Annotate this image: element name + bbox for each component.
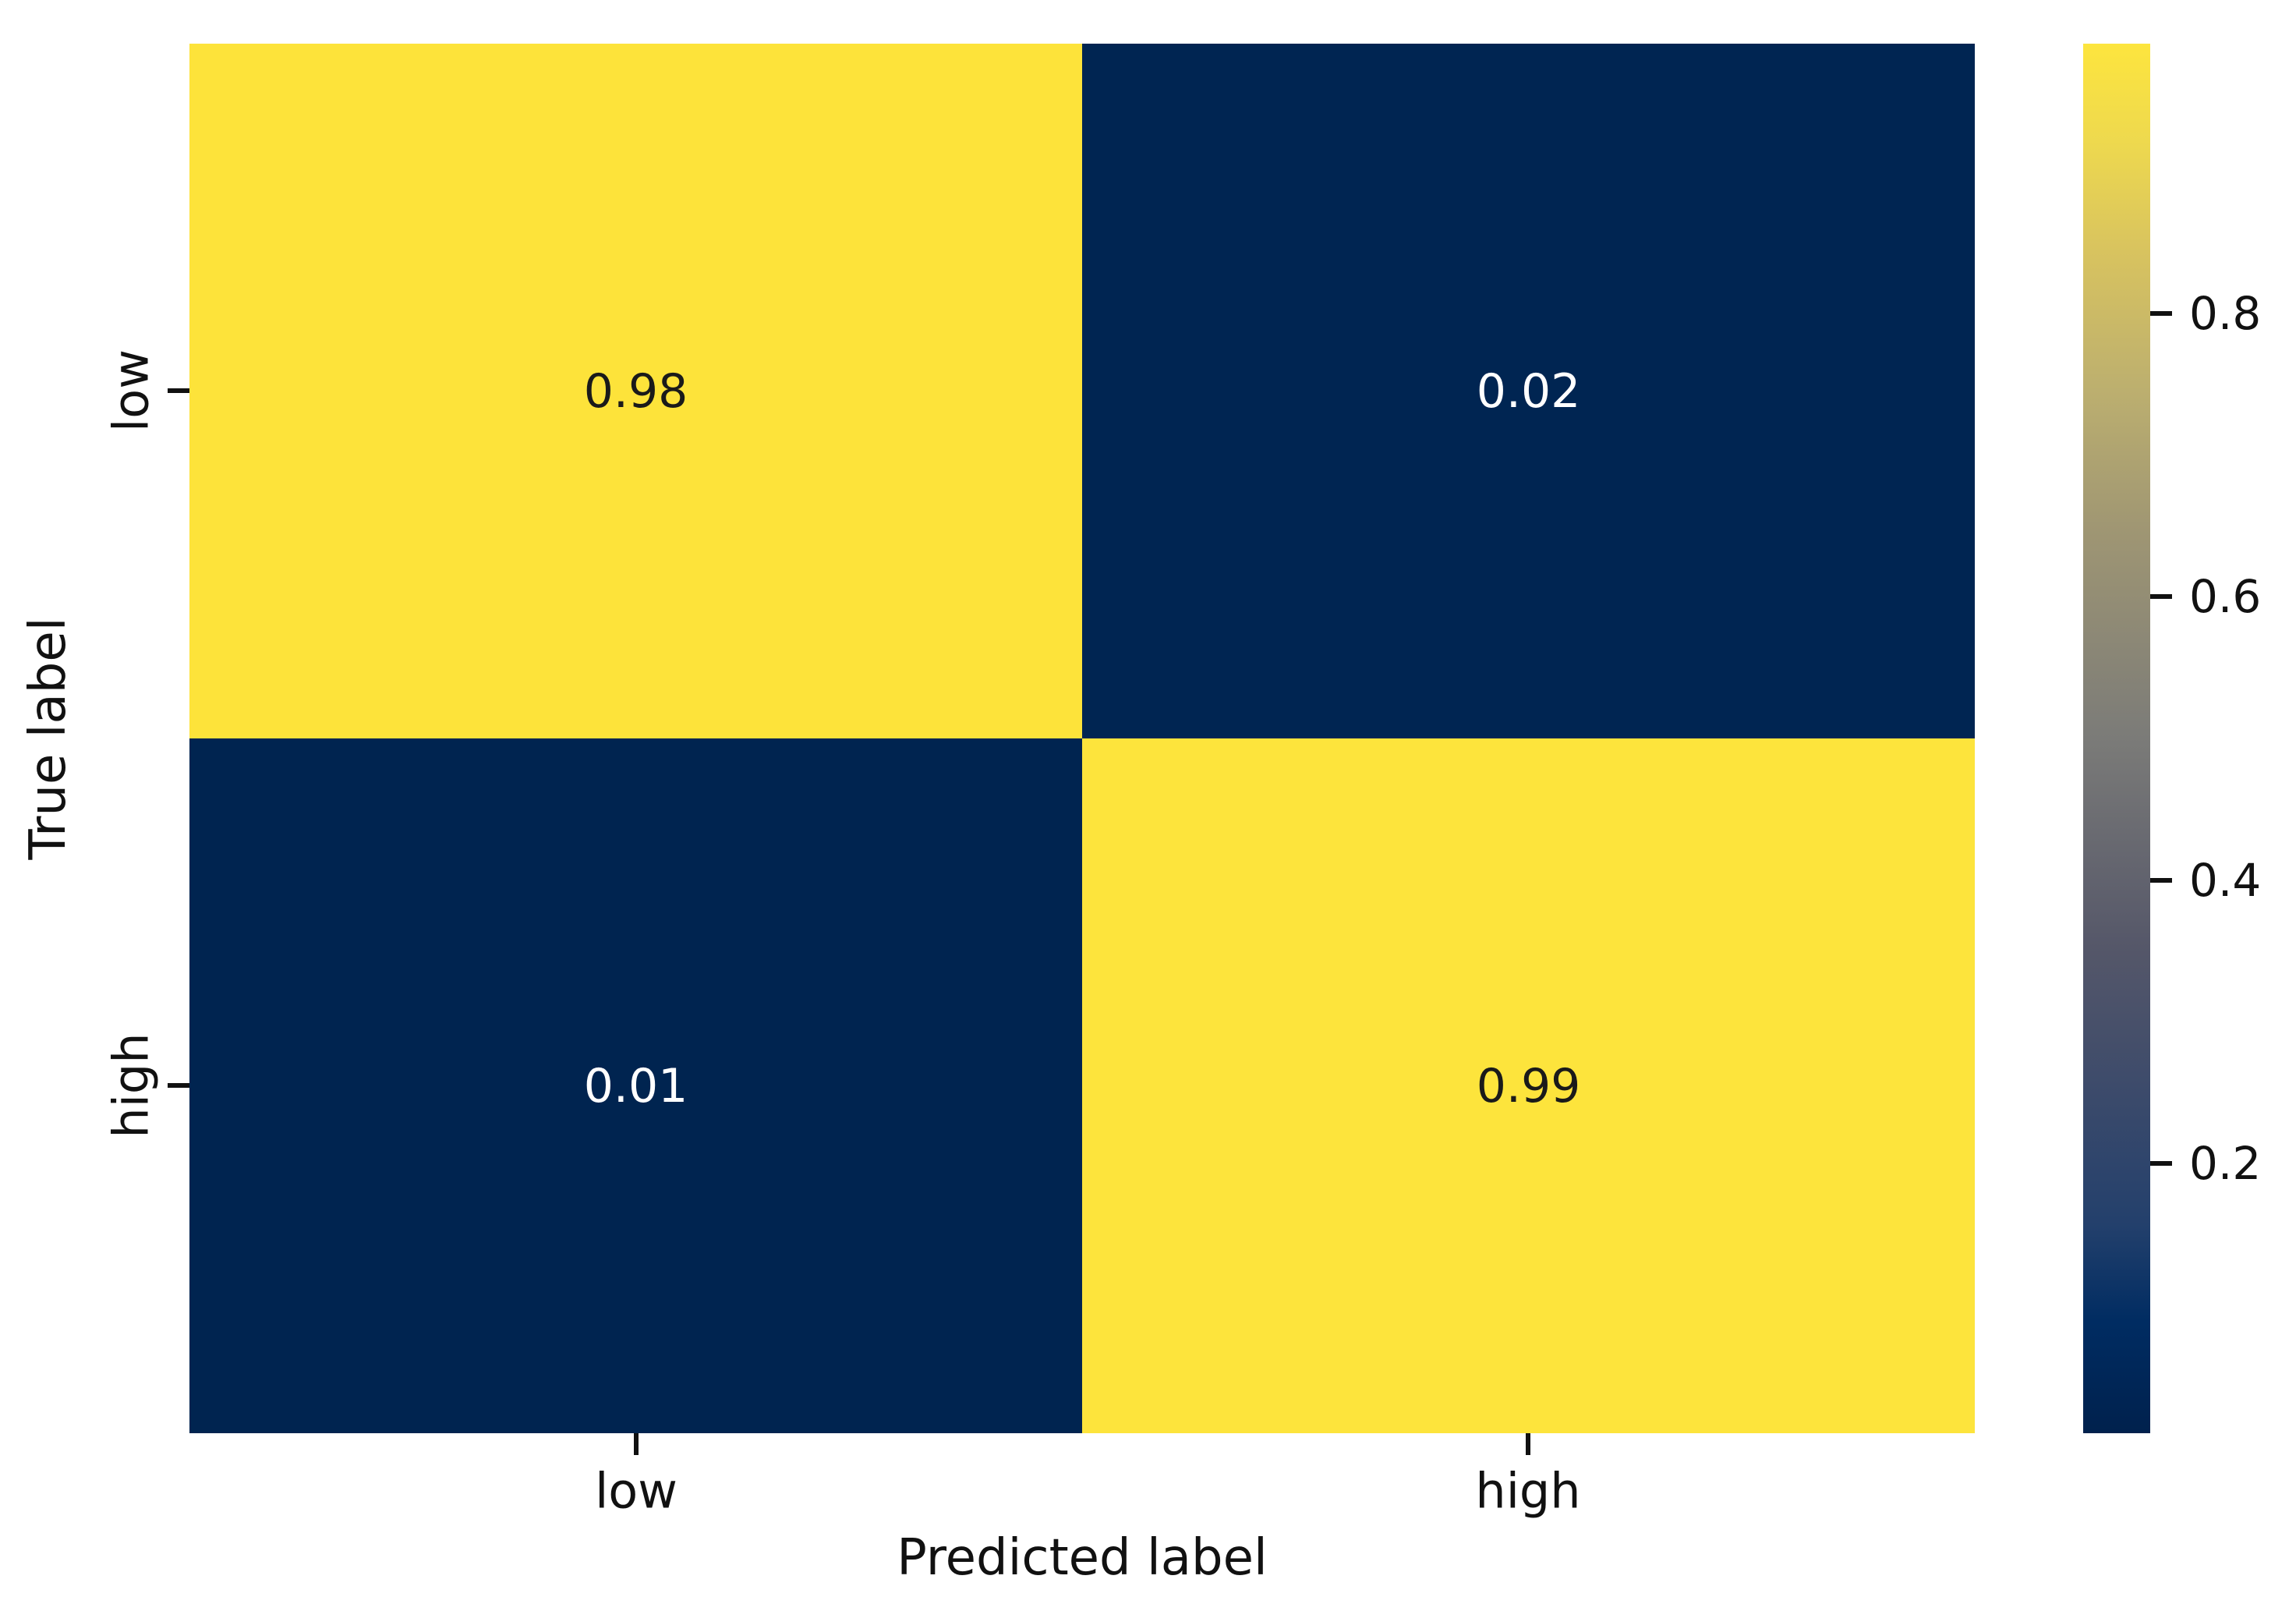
y-tick-label-low: low [102,349,160,432]
y-axis-title: True label [19,617,77,860]
heatmap-cell-true-low-pred-low: 0.98 [189,44,1082,738]
colorbar-tick-mark [2150,594,2172,600]
x-tick-label-high: high [1475,1462,1581,1520]
x-tick-label-low: low [595,1462,677,1520]
colorbar-tick-label: 0.8 [2189,286,2262,340]
colorbar-tick: 0.6 [2150,574,2261,619]
y-tick-mark-high [168,1083,189,1088]
colorbar-tick: 0.8 [2150,291,2261,336]
cell-value-label: 0.98 [583,363,688,419]
cell-value-label: 0.99 [1476,1058,1581,1114]
colorbar-tick: 0.2 [2150,1141,2261,1186]
heatmap-cell-true-low-pred-high: 0.02 [1082,44,1975,738]
cell-value-label: 0.01 [583,1058,688,1114]
colorbar-tick-mark [2150,310,2172,316]
colorbar-tick: 0.4 [2150,858,2261,903]
cell-value-label: 0.02 [1476,363,1581,419]
colorbar-tick-label: 0.6 [2189,570,2262,624]
colorbar-tick-label: 0.2 [2189,1137,2262,1191]
x-tick-mark-high [1526,1433,1530,1455]
colorbar-ticks: 0.8 0.6 0.4 0.2 [2150,44,2294,1433]
colorbar-tick-label: 0.4 [2189,853,2262,907]
colorbar-tick-mark [2150,877,2172,883]
colorbar-gradient [2083,44,2150,1433]
colorbar-tick-mark [2150,1161,2172,1167]
x-axis-title: Predicted label [897,1529,1268,1587]
heatmap-cell-true-high-pred-low: 0.01 [189,738,1082,1433]
heatmap-grid: 0.98 0.02 0.01 0.99 [189,44,1975,1433]
heatmap-cell-true-high-pred-high: 0.99 [1082,738,1975,1433]
y-tick-label-high: high [102,1032,160,1138]
x-tick-mark-low [634,1433,639,1455]
y-tick-mark-low [168,388,189,393]
